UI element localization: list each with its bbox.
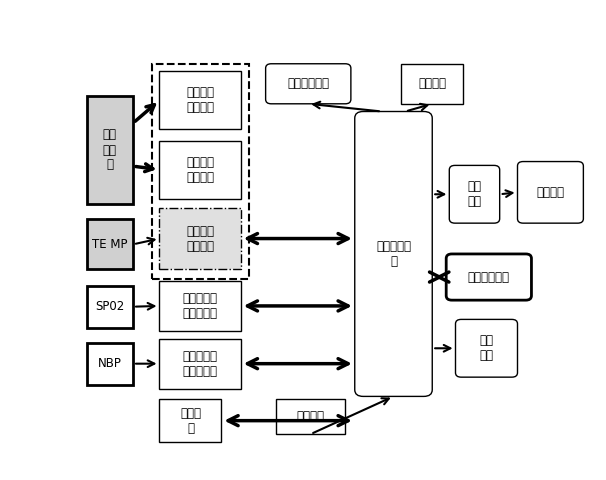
Bar <box>152 64 248 279</box>
Bar <box>159 141 241 199</box>
FancyBboxPatch shape <box>446 254 531 300</box>
Text: 界面
切换: 界面 切换 <box>467 180 482 208</box>
Bar <box>159 208 241 269</box>
Bar <box>159 72 241 129</box>
Text: 心电
板模
块: 心电 板模 块 <box>103 129 117 171</box>
Text: 输入模块: 输入模块 <box>296 410 325 423</box>
Bar <box>159 399 221 442</box>
Text: 氧饱和度处
理功能模块: 氧饱和度处 理功能模块 <box>182 292 218 320</box>
Bar <box>159 281 241 331</box>
Text: 数据管理模
块: 数据管理模 块 <box>376 240 411 268</box>
Bar <box>87 96 133 204</box>
Text: TE MP: TE MP <box>92 238 128 251</box>
Bar <box>87 219 133 269</box>
Bar <box>159 339 241 389</box>
Text: 网络模块: 网络模块 <box>418 77 446 90</box>
Text: 显示模块: 显示模块 <box>536 186 564 199</box>
Text: 心电处理
功能模块: 心电处理 功能模块 <box>186 86 214 114</box>
Text: 其它模
块: 其它模 块 <box>180 407 201 435</box>
Text: NBP: NBP <box>98 357 122 370</box>
FancyBboxPatch shape <box>265 64 351 104</box>
FancyBboxPatch shape <box>449 166 500 223</box>
Text: 体温处理
功能模块: 体温处理 功能模块 <box>186 225 214 252</box>
Bar <box>87 343 133 385</box>
Text: 呼吸处理
功能模块: 呼吸处理 功能模块 <box>186 156 214 184</box>
Text: 无创血压处
理功能模块: 无创血压处 理功能模块 <box>182 349 218 378</box>
Text: SP02: SP02 <box>95 300 124 313</box>
Text: 打印
模块: 打印 模块 <box>479 334 493 362</box>
Text: 声光报警模块: 声光报警模块 <box>287 77 329 90</box>
Bar <box>276 399 345 434</box>
FancyBboxPatch shape <box>456 319 518 377</box>
Bar <box>401 64 463 104</box>
Bar <box>87 286 133 328</box>
Text: 存储回顾模块: 存储回顾模块 <box>468 271 510 284</box>
FancyBboxPatch shape <box>355 111 432 396</box>
FancyBboxPatch shape <box>518 162 584 223</box>
